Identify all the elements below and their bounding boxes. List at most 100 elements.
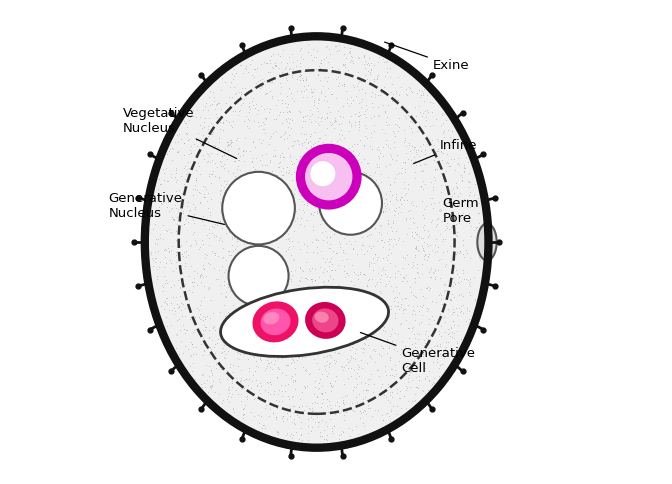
Point xyxy=(313,418,324,425)
Point xyxy=(364,55,375,62)
Point xyxy=(174,242,185,250)
Point xyxy=(338,173,349,181)
Point xyxy=(255,179,265,186)
Point xyxy=(355,158,366,166)
Point xyxy=(286,393,297,401)
Point xyxy=(172,238,183,246)
Point xyxy=(248,372,259,379)
Point xyxy=(422,108,433,116)
Point xyxy=(239,260,249,268)
Point xyxy=(462,276,473,284)
Point xyxy=(327,328,337,336)
Point xyxy=(418,301,429,309)
Point xyxy=(250,188,261,196)
Point xyxy=(392,170,403,178)
Point xyxy=(306,142,317,150)
Point xyxy=(295,328,306,335)
Point xyxy=(458,301,468,309)
Point xyxy=(203,125,214,133)
Point xyxy=(346,99,357,107)
Point xyxy=(308,152,319,160)
Point xyxy=(267,409,278,417)
Point xyxy=(221,350,232,358)
Point xyxy=(159,254,170,261)
Point xyxy=(390,273,401,281)
Point xyxy=(159,169,169,177)
Point xyxy=(171,264,181,272)
Point xyxy=(226,241,237,248)
Point xyxy=(247,182,258,190)
Point xyxy=(409,396,420,404)
Point xyxy=(245,209,255,216)
Point xyxy=(463,178,474,185)
Point xyxy=(173,303,183,311)
Point xyxy=(312,47,323,55)
Point xyxy=(362,247,372,255)
Point xyxy=(235,349,245,357)
Point xyxy=(203,285,214,292)
Point xyxy=(344,325,355,333)
Point xyxy=(150,249,161,257)
Point xyxy=(399,191,410,198)
Point xyxy=(385,258,396,266)
Point xyxy=(415,318,426,326)
Point xyxy=(384,398,395,406)
Point xyxy=(252,411,263,419)
Point xyxy=(417,167,428,175)
Point xyxy=(347,340,358,348)
Point xyxy=(377,387,388,395)
Point xyxy=(194,243,205,251)
Point xyxy=(374,316,384,323)
Point xyxy=(389,212,400,219)
Point xyxy=(460,197,470,205)
Point xyxy=(410,103,421,111)
Point xyxy=(208,141,219,149)
Point xyxy=(372,74,382,81)
Point xyxy=(383,345,394,352)
Point xyxy=(209,249,220,257)
Point xyxy=(210,340,220,348)
Point xyxy=(458,266,468,273)
Point xyxy=(198,351,208,359)
Point xyxy=(401,114,412,121)
Point xyxy=(325,379,335,387)
Point xyxy=(272,373,283,381)
Point xyxy=(200,100,211,107)
Point xyxy=(366,304,377,312)
Point xyxy=(300,76,311,83)
Point xyxy=(272,96,283,104)
Point xyxy=(395,196,406,203)
Point xyxy=(422,106,433,114)
Point xyxy=(335,230,346,238)
Point xyxy=(341,361,351,369)
Point xyxy=(380,208,390,215)
Point xyxy=(347,339,358,347)
Point xyxy=(461,246,472,254)
Point xyxy=(323,58,333,66)
Point xyxy=(359,203,370,211)
Point xyxy=(315,390,326,397)
Point xyxy=(393,98,404,106)
Point xyxy=(294,220,305,228)
Point xyxy=(209,223,220,231)
Point xyxy=(401,271,411,278)
Point xyxy=(197,236,208,243)
Point xyxy=(404,122,415,130)
Point xyxy=(308,45,319,53)
Point xyxy=(247,157,257,165)
Point xyxy=(320,339,331,347)
Point xyxy=(325,353,336,361)
Point xyxy=(256,60,267,68)
Point xyxy=(299,353,310,361)
Point xyxy=(345,200,355,208)
Point xyxy=(233,284,243,291)
Point xyxy=(288,256,298,264)
Point xyxy=(362,341,373,349)
Point xyxy=(220,292,230,300)
Point xyxy=(352,140,363,148)
Point xyxy=(429,273,440,281)
Point xyxy=(354,268,365,276)
Point xyxy=(268,176,279,184)
Point xyxy=(444,242,455,250)
Point xyxy=(278,171,289,179)
